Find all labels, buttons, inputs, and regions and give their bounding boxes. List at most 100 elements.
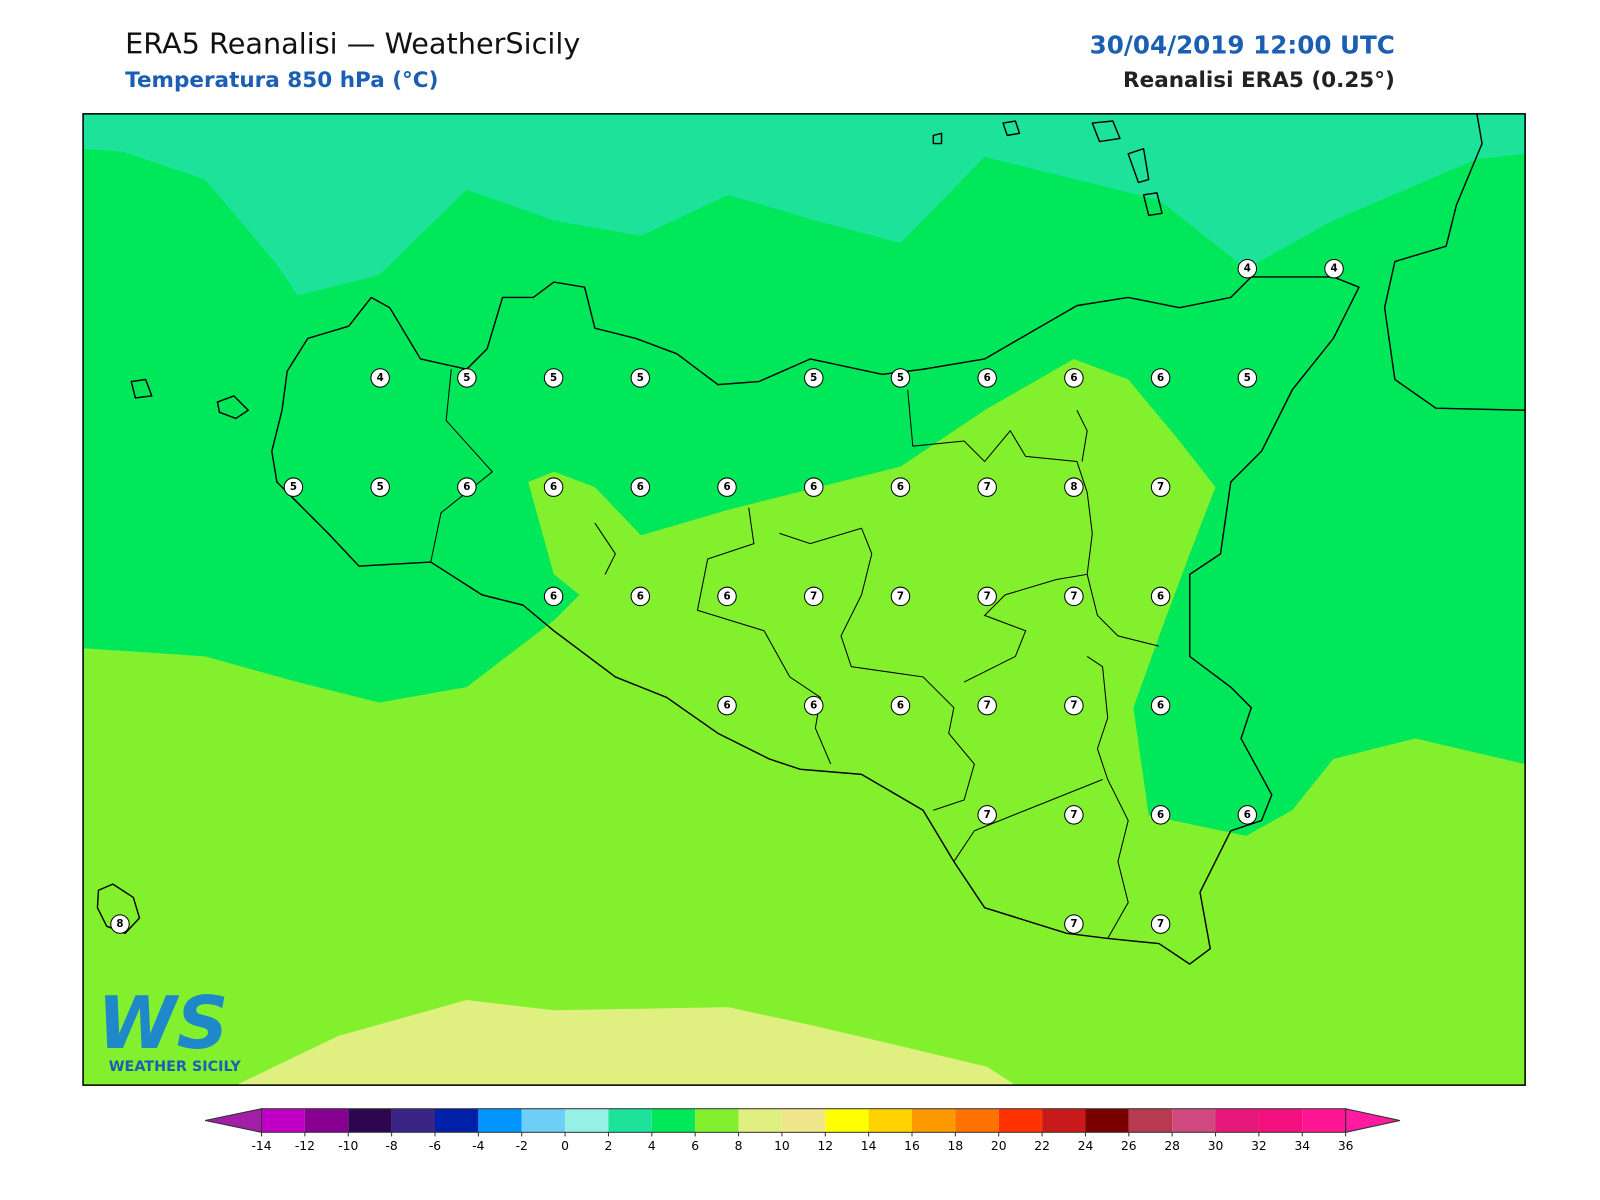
source: Reanalisi ERA5 (0.25°)	[1123, 68, 1395, 93]
colorbar-segment	[955, 1108, 999, 1133]
point-marker	[543, 368, 564, 388]
point-value: 7	[1070, 918, 1077, 930]
point-marker	[543, 477, 564, 497]
point-marker	[1150, 477, 1171, 497]
logo-mark: WS	[97, 981, 228, 1065]
point-marker	[1150, 805, 1171, 825]
point-marker	[457, 368, 477, 388]
colorbar-tick-label: 2	[605, 1139, 613, 1153]
point-value: 5	[897, 372, 904, 384]
colorbar: -14 -12 -10 -8 -6 -4 -2 0 2 4 6 8 10 12 14 16 18 20 22 24 26…	[205, 1108, 1401, 1153]
point-marker	[977, 805, 997, 825]
point-marker	[890, 477, 911, 497]
point-marker	[370, 477, 390, 497]
point-marker	[1064, 477, 1084, 497]
colorbar-tick-label: 18	[948, 1139, 964, 1153]
coastline-sicily	[271, 276, 1360, 965]
point-value: 7	[810, 590, 817, 602]
title: ERA5 Reanalisi — WeatherSicily	[125, 26, 580, 60]
point-marker	[977, 368, 997, 388]
point-value: 4	[377, 372, 384, 384]
point-value: 7	[1070, 700, 1077, 712]
point-value: 5	[290, 481, 297, 493]
colorbar-tick-label: 16	[904, 1139, 920, 1153]
point-marker	[1237, 258, 1258, 279]
point-marker	[1150, 368, 1171, 388]
grid-points: 4 4 4 5 5 5 5 5 6 6 6 5 5 5 6 6 6 6 6 6 7 8 7 6 6 6 7 7 7 7 6 6 6 6 7 7 6 7 7 6…	[110, 258, 1344, 934]
point-marker	[804, 477, 824, 497]
point-marker	[977, 477, 997, 497]
point-value: 7	[984, 481, 991, 493]
colorbar-tick-label: 6	[691, 1139, 699, 1153]
point-value: 5	[463, 372, 470, 384]
point-marker	[804, 586, 824, 607]
colorbar-tick-label: -10	[338, 1139, 358, 1153]
point-value: 7	[984, 590, 991, 602]
colorbar-segment	[868, 1108, 912, 1133]
point-marker	[457, 477, 477, 497]
coastline-calabria	[1383, 113, 1526, 411]
point-marker	[283, 477, 304, 497]
colorbar-tick-label: -6	[429, 1139, 441, 1153]
colorbar-segment	[391, 1108, 435, 1133]
colorbar-segment	[304, 1108, 349, 1133]
colorbar-segment	[608, 1108, 652, 1133]
point-value: 6	[810, 481, 817, 493]
colorbar-segment	[738, 1108, 782, 1133]
colorbar-tick-label: 10	[774, 1139, 790, 1153]
point-value: 6	[1244, 809, 1251, 821]
point-value: 6	[1157, 700, 1164, 712]
point-marker	[1064, 695, 1084, 716]
point-value: 6	[810, 700, 817, 712]
point-value: 6	[1070, 372, 1077, 384]
point-marker	[1324, 258, 1344, 279]
point-value: 7	[984, 809, 991, 821]
point-value: 5	[637, 372, 644, 384]
point-value: 4	[1330, 263, 1337, 275]
point-marker	[977, 695, 997, 716]
point-value: 7	[1157, 918, 1164, 930]
point-value: 6	[637, 590, 644, 602]
point-value: 5	[377, 481, 384, 493]
point-marker	[890, 368, 911, 388]
colorbar-segment	[1215, 1108, 1259, 1133]
colorbar-tick-label: 22	[1034, 1139, 1050, 1153]
colorbar-segment	[521, 1108, 566, 1133]
colorbar-tick-label: -8	[385, 1139, 397, 1153]
colorbar-segment	[434, 1108, 479, 1133]
colorbar-segment	[825, 1108, 869, 1133]
point-marker	[977, 586, 997, 607]
point-marker	[890, 586, 911, 607]
colorbar-segment	[565, 1108, 609, 1133]
point-marker	[890, 695, 911, 716]
point-value: 5	[1244, 372, 1251, 384]
point-marker	[630, 368, 651, 388]
point-value: 8	[116, 918, 123, 930]
point-value: 7	[1070, 809, 1077, 821]
point-value: 5	[550, 372, 557, 384]
point-value: 6	[1157, 809, 1164, 821]
map-area	[83, 113, 1526, 1086]
point-marker	[1150, 695, 1171, 716]
colorbar-segment	[912, 1108, 956, 1133]
point-marker	[1064, 586, 1084, 607]
colorbar-tick-label: -4	[472, 1139, 484, 1153]
point-value: 7	[984, 700, 991, 712]
point-marker	[1150, 586, 1171, 607]
point-value: 6	[897, 700, 904, 712]
colorbar-tick-label: 28	[1164, 1139, 1180, 1153]
point-marker	[1064, 805, 1084, 825]
islands	[96, 120, 1163, 935]
point-value: 6	[637, 481, 644, 493]
colorbar-tick-label: 32	[1251, 1139, 1267, 1153]
temp-area-8-10	[235, 1000, 1016, 1086]
point-marker	[110, 914, 130, 934]
logo: WS WEATHER SICILY	[97, 981, 241, 1075]
point-value: 6	[984, 372, 991, 384]
point-marker	[630, 477, 651, 497]
colorbar-tick-label: 4	[648, 1139, 656, 1153]
point-marker	[717, 586, 737, 607]
colorbar-tick-label: 12	[817, 1139, 833, 1153]
colorbar-segment	[1172, 1108, 1216, 1133]
